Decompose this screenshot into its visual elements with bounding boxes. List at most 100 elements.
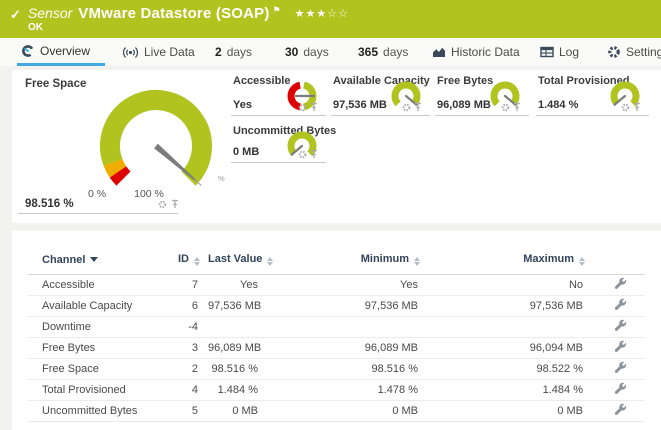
channel-last-value: 0 MB [208,401,270,422]
channel-last-value: Yes [208,275,270,296]
gear-icon[interactable] [621,103,630,112]
gauge-icon [21,44,35,58]
tab-settings[interactable]: Settings [607,38,661,66]
panel-divider [18,213,178,214]
column-header-id[interactable]: ID [178,231,208,275]
channel-name: Free Space [28,359,178,380]
tab-label: Historic Data [451,45,520,59]
channel-maximum: 96,094 MB [430,338,595,359]
tab-unit: days [303,45,328,59]
pin-icon[interactable] [414,102,422,112]
pin-icon[interactable] [171,199,179,209]
tab-30-days[interactable]: 30 days [285,38,329,66]
tab-label: Live Data [144,45,195,59]
channel-id: 2 [178,359,208,380]
channel-minimum: 1.478 % [270,380,430,401]
channel-settings-wrench-icon[interactable] [614,277,627,290]
sort-icon [579,257,585,266]
channel-id: 3 [178,338,208,359]
tab-log[interactable]: Log [540,38,579,66]
channel-maximum: 97,536 MB [430,296,595,317]
tab-bar: Overview Live Data 2 days 30 days 365 da… [0,38,661,66]
channel-maximum [430,317,595,338]
tab-label: Overview [40,44,90,58]
area-chart-icon [432,46,446,58]
gauge-value: 0 MB [233,146,259,158]
channel-name: Available Capacity [28,296,178,317]
channel-settings-wrench-icon[interactable] [614,319,627,332]
channel-settings-wrench-icon[interactable] [614,403,627,416]
table-header-row: Channel ID Last Value Minimum Maximum [28,231,645,275]
column-label: Minimum [361,253,409,265]
sensor-kind-label: Sensor [28,5,72,21]
gear-icon[interactable] [298,103,307,112]
tab-overview[interactable]: Overview [17,38,105,66]
channel-name: Free Bytes [28,338,178,359]
status-badge: OK [28,22,43,33]
priority-star-rating[interactable]: ★★★☆☆ [295,7,349,20]
tab-number: 2 [215,45,222,59]
gauge-value: Yes [233,99,252,111]
page-title: VMware Datastore (SOAP) [78,5,269,22]
channel-minimum: 96,089 MB [270,338,430,359]
gauge-value: 1.484 % [538,99,578,111]
tab-label: Settings [626,45,661,59]
column-header-channel[interactable]: Channel [28,231,178,275]
channel-minimum: Yes [270,275,430,296]
channel-minimum: 97,536 MB [270,296,430,317]
pin-icon[interactable] [310,102,318,112]
tab-historic-data[interactable]: Historic Data [432,38,520,66]
column-header-actions [595,231,645,275]
pin-icon[interactable] [633,102,641,112]
channel-name: Uncommitted Bytes [28,401,178,422]
channel-settings-wrench-icon[interactable] [614,361,627,374]
gear-icon[interactable] [402,103,411,112]
gear-icon[interactable] [158,200,167,209]
column-header-minimum[interactable]: Minimum [270,231,430,275]
channel-settings-wrench-icon[interactable] [614,298,627,311]
sort-icon [267,257,273,266]
column-label: Channel [42,254,85,266]
tab-live-data[interactable]: Live Data [122,38,195,66]
table-row: Uncommitted Bytes 5 0 MB 0 MB 0 MB [28,401,645,422]
table-row: Free Space 2 98.516 % 98.516 % 98.522 % [28,359,645,380]
gear-icon[interactable] [298,150,307,159]
gear-icon[interactable] [501,103,510,112]
channel-settings-wrench-icon[interactable] [614,382,627,395]
table-row: Downtime -4 [28,317,645,338]
channel-id: 5 [178,401,208,422]
available-capacity-gauge-panel: Available Capacity 97,536 MB [331,72,430,116]
tab-365-days[interactable]: 365 days [358,38,408,66]
gauge-value: 98.516 % [25,198,74,210]
table-icon [540,46,554,58]
free-bytes-gauge-panel: Free Bytes 96,089 MB [435,72,529,116]
column-header-maximum[interactable]: Maximum [430,231,595,275]
pin-icon[interactable] [513,102,521,112]
gauge-unit-label: % [218,174,225,183]
gauge-title: Free Bytes [437,75,493,87]
table-row: Free Bytes 3 96,089 MB 96,089 MB 96,094 … [28,338,645,359]
column-label: Maximum [523,253,574,265]
channel-name: Accessible [28,275,178,296]
tab-number: 30 [285,45,298,59]
total-provisioned-gauge-panel: Total Provisioned 1.484 % [536,72,649,116]
channel-maximum: 1.484 % [430,380,595,401]
channel-settings-wrench-icon[interactable] [614,340,627,353]
channel-last-value: 1.484 % [208,380,270,401]
gauge-scale-min: 0 % [72,188,122,200]
sort-icon [194,257,200,266]
channel-table-panel: Channel ID Last Value Minimum Maximum [12,231,661,430]
broadcast-icon [122,46,139,59]
channel-last-value: 96,089 MB [208,338,270,359]
gauges-panel: Free Space % 0 % 100 % 98.516 % Accessib… [12,70,661,223]
tab-2-days[interactable]: 2 days [215,38,252,66]
priority-flag-icon[interactable]: ⚑ [273,5,281,16]
column-label: Last Value [208,253,262,265]
uncommitted-bytes-gauge-panel: Uncommitted Bytes 0 MB [231,122,326,163]
column-header-last-value[interactable]: Last Value [208,231,270,275]
channel-table: Channel ID Last Value Minimum Maximum [28,231,645,422]
status-check-icon: ✓ [10,7,21,23]
accessible-gauge-panel: Accessible Yes [231,72,326,116]
tab-label: Log [559,45,579,59]
pin-icon[interactable] [310,149,318,159]
